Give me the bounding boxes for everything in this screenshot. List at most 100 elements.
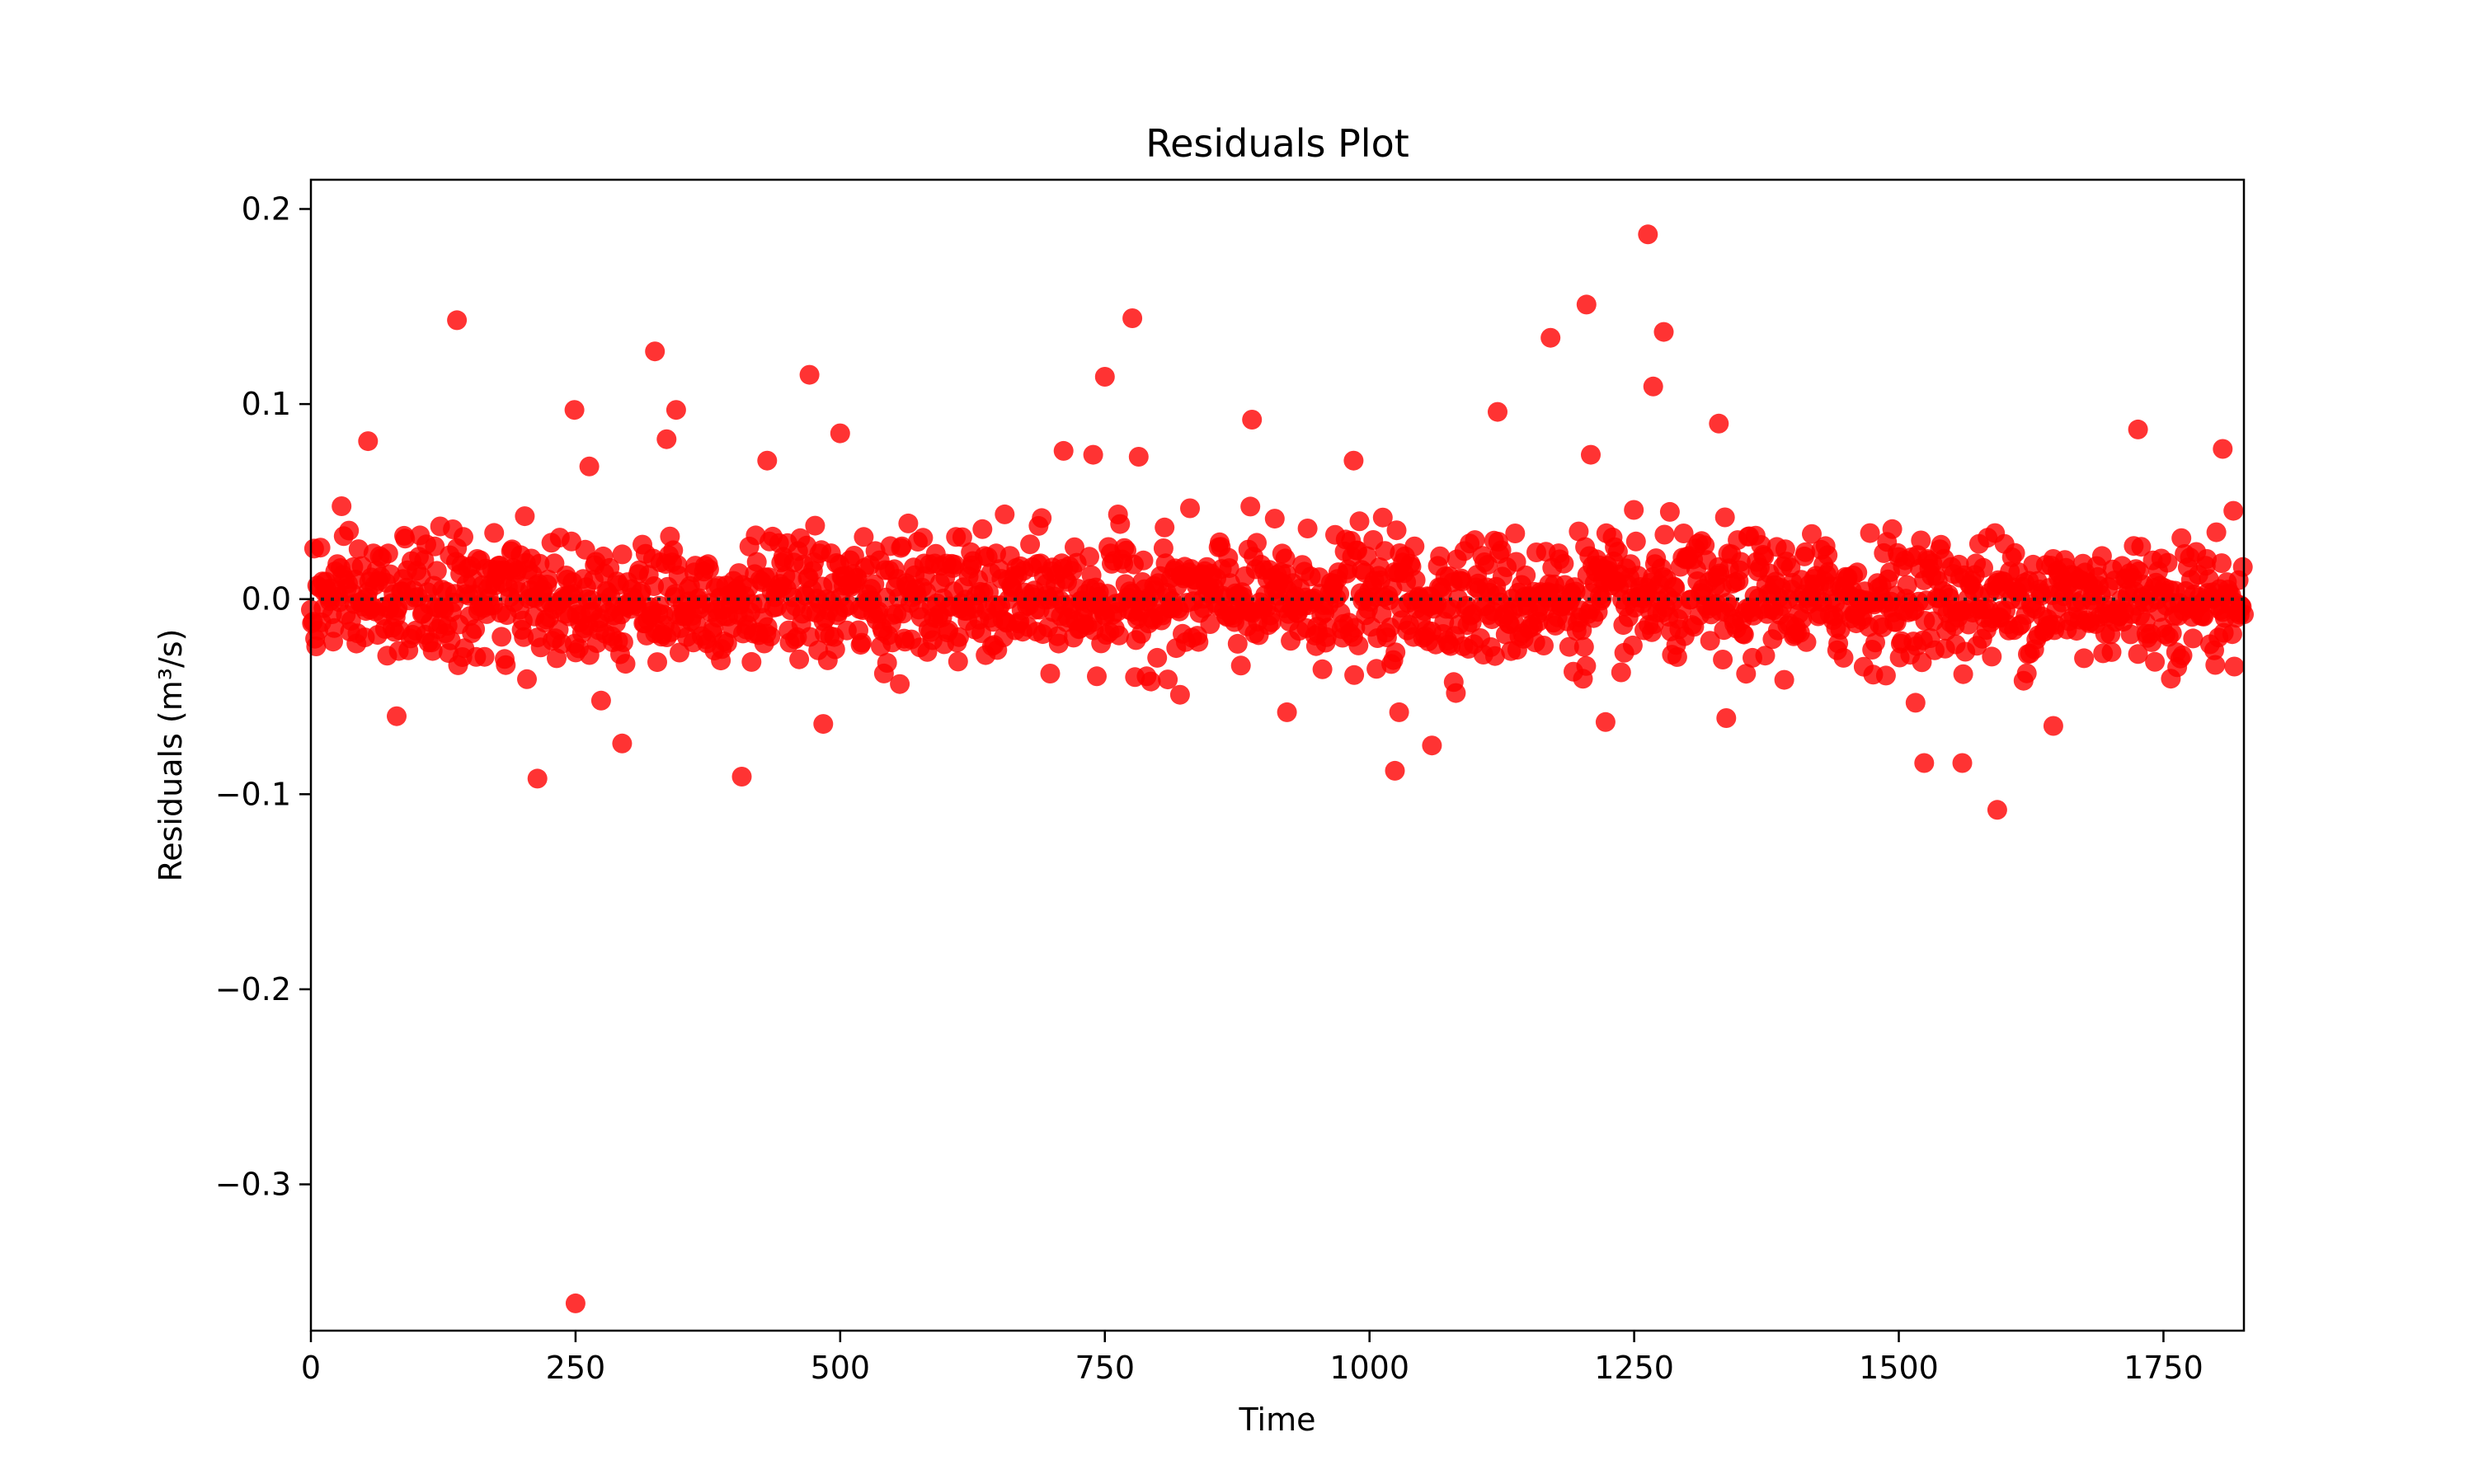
- scatter-point: [1040, 664, 1061, 683]
- scatter-point: [2206, 522, 2227, 542]
- scatter-point: [1079, 547, 1099, 567]
- scatter-point: [2128, 644, 2148, 665]
- scatter-point: [1730, 552, 1751, 572]
- scatter-point: [760, 626, 781, 646]
- scatter-point: [612, 544, 633, 565]
- scatter-point: [1242, 410, 1263, 430]
- y-tick-label: −0.3: [215, 1167, 291, 1203]
- scatter-point: [615, 654, 636, 674]
- scatter-point: [1716, 708, 1737, 728]
- scatter-point: [395, 528, 416, 549]
- scatter-point: [1109, 625, 1129, 646]
- scatter-point: [612, 733, 633, 754]
- scatter-point: [1576, 655, 1597, 676]
- scatter-points: [301, 224, 2254, 1313]
- scatter-point: [1914, 753, 1935, 773]
- scatter-point: [2016, 663, 2037, 683]
- scatter-point: [447, 310, 468, 331]
- scatter-point: [851, 632, 872, 653]
- scatter-point: [310, 538, 331, 558]
- scatter-point: [1624, 500, 1644, 520]
- scatter-point: [1802, 524, 1822, 544]
- scatter-point: [1141, 671, 1161, 692]
- scatter-point: [387, 706, 407, 726]
- scatter-point: [949, 627, 969, 647]
- scatter-point: [1569, 521, 1589, 542]
- scatter-point: [1882, 519, 1903, 539]
- scatter-point: [1484, 646, 1505, 666]
- scatter-point: [1653, 322, 1674, 342]
- x-tick-label: 1750: [2124, 1350, 2204, 1386]
- scatter-point: [1622, 635, 1643, 655]
- scatter-point: [1505, 524, 1526, 543]
- scatter-point: [1795, 542, 1816, 562]
- scatter-point: [1343, 450, 1364, 471]
- scatter-point: [757, 450, 778, 471]
- scatter-point: [1709, 413, 1729, 434]
- scatter-point: [1667, 646, 1687, 667]
- scatter-point: [656, 429, 677, 449]
- scatter-point: [1404, 536, 1425, 556]
- scatter-point: [1665, 578, 1686, 598]
- scatter-point: [1020, 534, 1041, 555]
- scatter-point: [2205, 655, 2226, 675]
- scatter-point: [854, 527, 874, 547]
- scatter-point: [647, 652, 667, 673]
- scatter-point: [1087, 666, 1107, 687]
- scatter-point: [698, 559, 719, 580]
- scatter-point: [1534, 636, 1554, 655]
- scatter-point: [1153, 538, 1174, 558]
- scatter-point: [1755, 646, 1776, 666]
- scatter-point: [1905, 693, 1926, 713]
- scatter-point: [891, 536, 912, 556]
- x-tick-label: 750: [1075, 1350, 1135, 1386]
- scatter-point: [426, 561, 447, 581]
- x-tick-label: 1000: [1329, 1350, 1409, 1386]
- scatter-point: [1366, 659, 1387, 679]
- scatter-point: [1344, 665, 1365, 685]
- scatter-point: [1158, 669, 1178, 690]
- scatter-point: [564, 400, 585, 420]
- scatter-point: [1700, 631, 1720, 651]
- scatter-point: [2074, 648, 2095, 669]
- scatter-point: [1275, 548, 1296, 569]
- scatter-point: [1491, 540, 1512, 561]
- scatter-point: [2043, 716, 2063, 736]
- scatter-point: [1385, 760, 1405, 781]
- scatter-point: [465, 619, 486, 639]
- scatter-point: [1375, 541, 1395, 561]
- scatter-point: [2145, 651, 2166, 672]
- scatter-point: [805, 515, 825, 536]
- scatter-point: [2222, 624, 2242, 645]
- scatter-point: [1607, 542, 1628, 562]
- y-axis-ticks: 0.2 0.1 0.0 −0.1 −0.2 −0.3: [215, 190, 311, 1203]
- x-axis-label: Time: [1239, 1402, 1316, 1438]
- scatter-point: [670, 642, 689, 663]
- scatter-point: [1973, 557, 1993, 578]
- scatter-point: [645, 341, 666, 362]
- scatter-point: [1865, 632, 1885, 653]
- scatter-point: [517, 669, 537, 689]
- scatter-point: [1430, 546, 1451, 566]
- scatter-point: [789, 649, 810, 669]
- scatter-point: [1312, 659, 1333, 679]
- x-axis-ticks: 0 250 500 750 1000 1250 1500 1750: [301, 1331, 2204, 1386]
- scatter-point: [1188, 632, 1209, 652]
- scatter-point: [492, 627, 512, 647]
- y-axis-label: Residuals (m³/s): [153, 629, 189, 882]
- x-tick-label: 0: [301, 1350, 321, 1386]
- scatter-point: [590, 690, 611, 711]
- scatter-point: [1659, 501, 1680, 522]
- scatter-point: [529, 553, 550, 574]
- chart-title: Residuals Plot: [1145, 121, 1409, 166]
- scatter-point: [2161, 623, 2182, 643]
- scatter-point: [1422, 735, 1442, 756]
- scatter-point: [1385, 642, 1406, 663]
- scatter-point: [1792, 608, 1813, 629]
- scatter-point: [1673, 524, 1694, 543]
- scatter-point: [898, 513, 919, 533]
- scatter-point: [913, 528, 934, 548]
- scatter-point: [1860, 523, 1880, 543]
- scatter-point: [1516, 565, 1536, 585]
- y-tick-label: 0.0: [242, 581, 291, 618]
